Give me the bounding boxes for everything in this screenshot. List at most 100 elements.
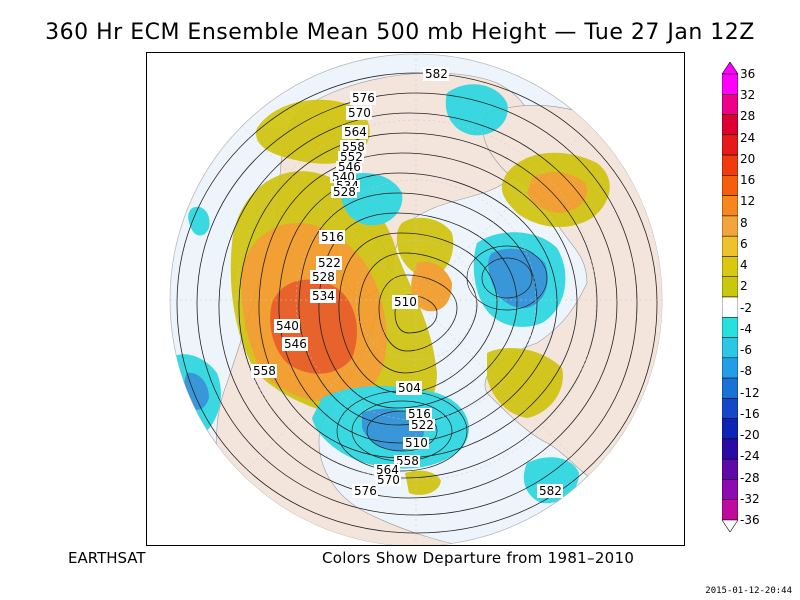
svg-text:552: 552 xyxy=(340,150,363,164)
svg-text:576: 576 xyxy=(354,484,377,498)
source-label: EARTHSAT xyxy=(68,549,146,567)
colorbar-label: -36 xyxy=(740,513,760,527)
colorbar-label: -12 xyxy=(740,385,760,400)
contour-label: 522 xyxy=(409,418,435,432)
svg-text:564: 564 xyxy=(344,125,367,139)
svg-text:510: 510 xyxy=(405,436,428,450)
colorbar-label: -24 xyxy=(740,449,760,464)
contour-label: 528 xyxy=(331,185,357,199)
colorbar-label: 8 xyxy=(740,215,748,230)
colorbar-label: -8 xyxy=(740,364,752,379)
colorbar-swatch xyxy=(722,377,738,399)
colorbar-swatch xyxy=(722,114,738,136)
contour-label: 510 xyxy=(392,295,418,309)
colorbar-swatch xyxy=(722,154,738,176)
svg-text:558: 558 xyxy=(253,364,276,378)
contour-label: 516 xyxy=(406,407,432,421)
svg-text:516: 516 xyxy=(321,230,344,244)
svg-text:558: 558 xyxy=(396,454,419,468)
colorbar-swatch xyxy=(722,337,738,359)
contour-label: 564 xyxy=(374,463,400,477)
contour-label: 558 xyxy=(251,364,277,378)
colorbar-top-arrow xyxy=(722,62,738,75)
positive-anomaly-east-core xyxy=(527,171,587,213)
contour-label: 522 xyxy=(316,256,342,270)
svg-text:528: 528 xyxy=(333,185,356,199)
contour-label: 576 xyxy=(350,91,376,105)
svg-text:570: 570 xyxy=(348,106,371,120)
map-frame: 576 570 564 558 552 546 540 534 528 516 … xyxy=(146,52,685,546)
svg-text:582: 582 xyxy=(539,484,562,498)
svg-text:564: 564 xyxy=(376,463,399,477)
svg-text:504: 504 xyxy=(398,381,421,395)
colorbar-label: -28 xyxy=(740,470,760,485)
positive-anomaly-central-orange xyxy=(411,261,452,312)
contour-label: 582 xyxy=(423,67,449,81)
chart-title: 360 Hr ECM Ensemble Mean 500 mb Height —… xyxy=(45,20,755,45)
colorbar-swatch xyxy=(722,357,738,379)
negative-anomaly-europe-core xyxy=(488,248,548,309)
colorbar-swatch xyxy=(722,256,738,277)
colorbar-swatch xyxy=(722,458,738,480)
colorbar-swatch xyxy=(722,235,738,257)
colorbar-label: -2 xyxy=(740,300,752,315)
colorbar-swatch xyxy=(722,73,738,95)
negative-anomaly-far-west xyxy=(188,206,210,236)
colorbar-label: -4 xyxy=(740,321,752,336)
svg-text:540: 540 xyxy=(276,319,299,333)
contour-label: 558 xyxy=(394,454,420,468)
contour-label: 582 xyxy=(537,484,563,498)
contour-label: 564 xyxy=(342,125,368,139)
svg-text:558: 558 xyxy=(342,140,365,154)
colorbar-swatch xyxy=(722,134,738,156)
contour-labels: 576 570 564 558 552 546 540 534 528 516 … xyxy=(251,67,563,498)
colorbar-label: -16 xyxy=(740,406,760,421)
svg-text:582: 582 xyxy=(425,67,448,81)
contour-label: 504 xyxy=(396,381,422,395)
svg-text:546: 546 xyxy=(284,337,307,351)
contour-label: 516 xyxy=(319,230,345,244)
colorbar-bottom-arrow xyxy=(722,519,738,532)
contour-label: 510 xyxy=(403,436,429,450)
contour-label: 576 xyxy=(352,484,378,498)
colorbar-swatch xyxy=(722,215,738,237)
svg-text:576: 576 xyxy=(352,91,375,105)
colorbar-swatch xyxy=(722,94,738,115)
colorbar-label: 20 xyxy=(740,151,756,166)
positive-anomaly-sw xyxy=(405,470,441,495)
contour-label: 534 xyxy=(310,289,336,303)
contour-label: 540 xyxy=(274,319,300,333)
contour-label: 546 xyxy=(336,160,362,174)
colorbar-swatch xyxy=(722,418,738,440)
contour-label: 552 xyxy=(338,150,364,164)
colorbar-label: 2 xyxy=(740,279,748,294)
contour-label: 570 xyxy=(375,473,401,487)
colorbar-label: 12 xyxy=(740,194,756,209)
colorbar-label: 32 xyxy=(740,88,756,103)
colorbar-swatch xyxy=(722,438,738,460)
svg-text:522: 522 xyxy=(411,418,434,432)
colorbar-label: 16 xyxy=(740,173,756,188)
timestamp: 2015-01-12-20:44 xyxy=(705,586,792,596)
colorbar-label: 24 xyxy=(740,130,756,145)
svg-text:528: 528 xyxy=(312,270,335,284)
positive-anomaly-central xyxy=(396,217,454,278)
svg-text:570: 570 xyxy=(377,473,400,487)
colorbar-swatch xyxy=(722,175,738,196)
colorbar-label: -20 xyxy=(740,428,760,443)
contour-label: 570 xyxy=(346,106,372,120)
colorbar-label: 36 xyxy=(740,67,756,81)
colorbar-swatch xyxy=(722,296,738,318)
svg-text:534: 534 xyxy=(312,289,335,303)
colorbar-swatch xyxy=(722,276,738,298)
colorbar-label: -6 xyxy=(740,343,752,358)
colorbar-swatch xyxy=(722,195,738,217)
caption: Colors Show Departure from 1981–2010 xyxy=(322,549,635,567)
colorbar-swatch xyxy=(722,398,738,419)
colorbar-swatch xyxy=(722,317,738,338)
colorbar-swatch xyxy=(722,479,738,500)
svg-text:516: 516 xyxy=(408,407,431,421)
colorbar-label: -32 xyxy=(740,491,760,506)
colorbar-label: 6 xyxy=(740,236,748,251)
colorbar-label: 4 xyxy=(740,258,748,273)
